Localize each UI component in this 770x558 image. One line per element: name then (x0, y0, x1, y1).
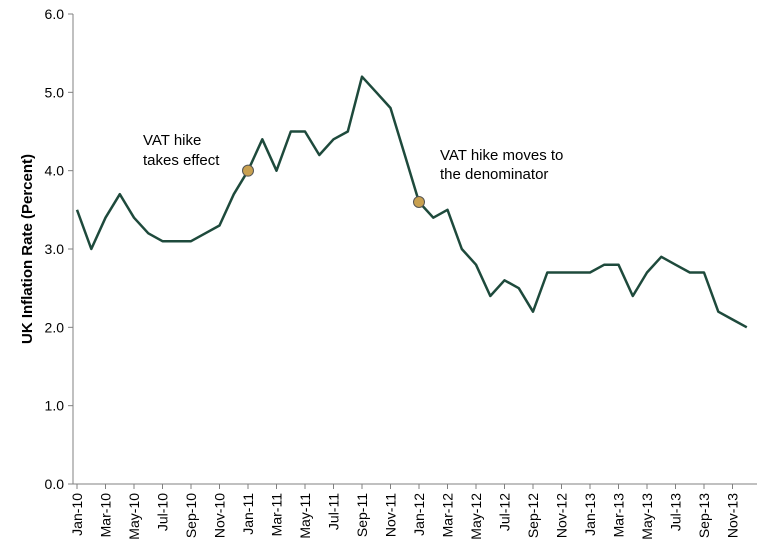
y-tick-label: 6.0 (45, 6, 65, 22)
series-line (75, 75, 748, 329)
x-tick-label: Mar-11 (269, 493, 285, 537)
y-axis-label: UK Inflation Rate (Percent) (19, 154, 36, 344)
x-tick-label: Sep-12 (525, 493, 541, 538)
x-tick-label: Jul-10 (155, 493, 171, 531)
axes (72, 14, 757, 485)
annotation-line: the denominator (440, 166, 548, 183)
y-ticks: 0.0 1.0 2.0 3.0 4.0 5.0 6.0 (45, 6, 73, 492)
x-tick-label: Nov-12 (554, 493, 570, 538)
x-tick-label: Mar-13 (611, 493, 627, 538)
x-tick-label: May-13 (639, 493, 655, 540)
x-tick-label: Jan-13 (582, 493, 598, 536)
x-tick-label: Jul-12 (497, 493, 513, 531)
x-tick-label: Sep-13 (696, 493, 712, 538)
markers (242, 164, 425, 208)
x-tick-label: Nov-10 (212, 493, 228, 538)
x-tick-label: Mar-10 (98, 493, 114, 538)
annotation-line: VAT hike moves to (440, 147, 563, 164)
x-tick-label: Jan-11 (240, 493, 256, 535)
x-tick-label: Mar-12 (440, 493, 456, 538)
y-tick-label: 3.0 (45, 241, 65, 257)
x-tick-label: Sep-11 (354, 493, 370, 537)
x-tick-label: Nov-11 (383, 493, 399, 537)
data-points (75, 75, 749, 330)
y-tick-label: 5.0 (45, 84, 65, 100)
x-tick-label: Sep-10 (183, 493, 199, 538)
x-ticks: Jan-10 Mar-10 May-10 Jul-10 Sep-10 Nov-10 Jan-… (69, 484, 741, 540)
highlight-marker (242, 164, 254, 177)
annotation-line: takes effect (143, 152, 220, 169)
annotation-vat-hike-takes-effect: VAT hike takes effect (143, 132, 220, 169)
x-tick-label: Jul-11 (326, 493, 342, 530)
y-tick-label: 1.0 (45, 398, 65, 414)
x-tick-label: Jan-12 (411, 493, 427, 536)
x-tick-label: Jul-13 (668, 493, 684, 531)
annotation-vat-hike-moves-to-denominator: VAT hike moves to the denominator (440, 147, 563, 183)
y-tick-label: 2.0 (45, 319, 65, 335)
x-tick-label: May-12 (468, 493, 484, 540)
y-tick-label: 4.0 (45, 163, 65, 179)
x-tick-label: Nov-13 (725, 493, 741, 538)
highlight-marker (413, 196, 425, 208)
annotation-line: VAT hike (143, 132, 201, 149)
x-tick-label: Jan-10 (69, 493, 85, 536)
x-tick-label: May-10 (126, 493, 142, 540)
x-tick-label: May-11 (297, 493, 313, 539)
y-tick-label: 0.0 (45, 476, 65, 492)
